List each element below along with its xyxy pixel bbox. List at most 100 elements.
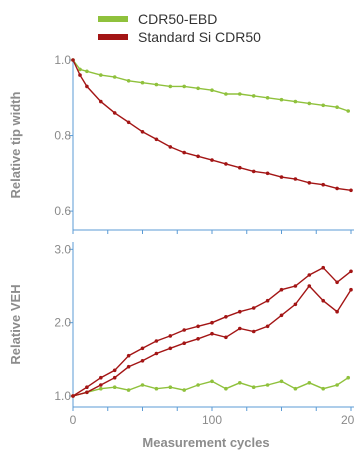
data-point-0-1-8 xyxy=(168,145,173,149)
data-point-0-1-17 xyxy=(293,177,298,181)
data-point-1-1-5 xyxy=(140,346,145,351)
data-point-1-1-1 xyxy=(85,385,89,390)
x-tick-label-2: 200 xyxy=(341,413,354,427)
data-point-0-0-15 xyxy=(265,96,270,100)
data-point-1-1-19 xyxy=(335,280,339,285)
data-point-0-1-18 xyxy=(307,181,312,185)
y-tick-label-0-1: 0.8 xyxy=(54,129,71,143)
x-tick-label-1: 100 xyxy=(202,413,222,427)
data-point-1-2-13 xyxy=(251,329,256,334)
legend: CDR50-EBD Standard Si CDR50 xyxy=(98,11,261,45)
data-point-1-1-3 xyxy=(112,368,117,373)
data-point-1-0-19 xyxy=(335,383,339,387)
x-tick-label-0: 0 xyxy=(70,413,77,427)
data-point-0-1-13 xyxy=(238,165,242,170)
data-point-0-0-17 xyxy=(293,99,298,104)
data-point-0-0-20 xyxy=(335,105,339,109)
data-point-1-0-10 xyxy=(210,379,214,384)
data-point-1-1-16 xyxy=(293,284,298,288)
data-point-0-0-8 xyxy=(168,84,173,89)
y-tick-label-0-2: 1.0 xyxy=(54,53,71,67)
data-point-0-0-4 xyxy=(112,75,117,79)
panel-1: 1.0 2.0 3.0 Relative VEH xyxy=(8,242,354,411)
series-line-0-0 xyxy=(72,59,349,112)
data-point-0-1-1 xyxy=(78,73,82,77)
data-point-0-0-18 xyxy=(307,101,312,106)
data-point-1-0-9 xyxy=(196,383,200,387)
data-point-1-1-13 xyxy=(251,306,256,310)
data-point-1-2-14 xyxy=(265,324,270,329)
data-point-1-2-4 xyxy=(126,364,131,369)
data-point-1-2-2 xyxy=(99,383,103,387)
data-point-1-1-11 xyxy=(224,315,228,319)
data-point-1-0-12 xyxy=(238,381,242,385)
data-point-1-1-9 xyxy=(196,324,200,329)
data-point-0-1-7 xyxy=(154,137,159,142)
data-point-1-0-13 xyxy=(251,385,256,390)
y-tick-label-1-1: 2.0 xyxy=(54,316,71,330)
data-point-1-2-11 xyxy=(224,335,228,340)
x-axis-title: Measurement cycles xyxy=(142,435,269,450)
data-point-1-2-16 xyxy=(293,302,298,307)
data-point-1-2-3 xyxy=(112,375,117,380)
y-axis-title-1: Relative VEH xyxy=(8,284,23,364)
data-point-0-1-6 xyxy=(140,130,145,134)
data-point-1-0-15 xyxy=(279,379,284,384)
data-point-0-1-20 xyxy=(335,186,339,191)
y-tick-label-1-0: 1.0 xyxy=(54,389,71,403)
series-line-0-1 xyxy=(72,59,352,191)
data-point-0-1-10 xyxy=(196,154,200,159)
panel-0: 0.6 0.8 1.0 Relative tip width xyxy=(8,53,354,234)
data-point-0-1-14 xyxy=(251,169,256,174)
y-tick-label-0-0: 0.6 xyxy=(54,204,71,218)
data-point-1-1-10 xyxy=(210,320,214,325)
data-point-0-0-13 xyxy=(238,92,242,96)
data-point-0-0-6 xyxy=(140,80,145,85)
data-point-0-0-14 xyxy=(251,94,256,98)
data-point-0-1-11 xyxy=(210,158,214,162)
data-point-0-0-19 xyxy=(321,103,326,108)
data-point-1-2-5 xyxy=(140,359,145,363)
y-axis-title-0: Relative tip width xyxy=(8,91,23,198)
data-point-0-0-2 xyxy=(85,69,89,74)
data-point-1-1-20 xyxy=(349,269,353,274)
legend-label-1: Standard Si CDR50 xyxy=(138,29,261,45)
data-point-1-0-6 xyxy=(154,386,159,391)
data-point-1-2-19 xyxy=(335,309,339,314)
data-point-0-0-7 xyxy=(154,82,159,87)
data-point-1-0-17 xyxy=(307,381,312,385)
data-point-1-1-15 xyxy=(279,287,284,292)
data-point-0-1-5 xyxy=(126,120,131,125)
data-point-1-0-4 xyxy=(126,388,131,392)
data-point-0-0-9 xyxy=(182,84,186,89)
data-point-1-0-3 xyxy=(112,385,117,390)
data-point-0-1-0 xyxy=(71,58,75,62)
data-point-0-1-16 xyxy=(279,175,284,179)
data-point-1-0-20 xyxy=(346,375,351,380)
data-point-1-0-14 xyxy=(265,383,270,387)
chart-panels: 0.6 0.8 1.0 Relative tip width 1.0 2.0 3.0 Rela… xyxy=(8,53,354,427)
data-point-0-0-16 xyxy=(279,97,284,102)
data-point-0-1-4 xyxy=(112,111,117,115)
data-point-0-0-5 xyxy=(126,79,131,83)
data-point-0-1-12 xyxy=(224,162,228,166)
data-point-0-0-21 xyxy=(346,109,351,113)
data-point-1-0-7 xyxy=(168,385,173,390)
data-point-0-0-1 xyxy=(78,67,82,72)
data-point-1-1-7 xyxy=(168,334,173,338)
data-point-1-2-17 xyxy=(307,284,312,288)
data-point-0-1-9 xyxy=(182,150,186,155)
data-point-0-1-2 xyxy=(85,84,89,89)
data-point-1-2-15 xyxy=(279,313,284,318)
legend-swatch-1 xyxy=(98,34,128,40)
data-point-0-0-10 xyxy=(196,86,200,91)
data-point-1-2-0 xyxy=(71,394,75,398)
data-point-1-2-10 xyxy=(210,331,214,336)
data-point-0-0-12 xyxy=(224,92,228,96)
data-point-0-1-19 xyxy=(321,182,326,187)
data-point-1-1-2 xyxy=(99,375,103,380)
data-point-1-0-8 xyxy=(182,388,186,392)
data-point-1-0-5 xyxy=(140,383,145,387)
data-point-1-1-17 xyxy=(307,273,312,277)
